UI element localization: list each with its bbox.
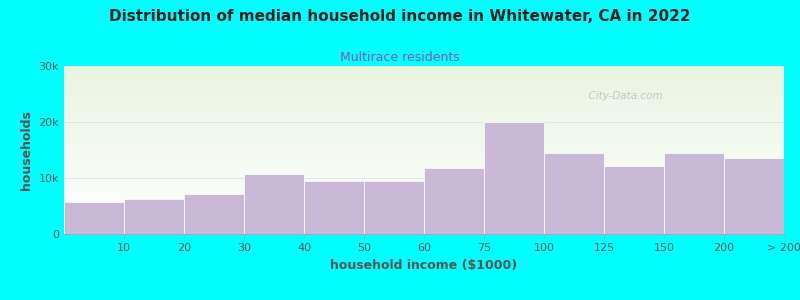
Bar — [484, 122, 544, 234]
Bar — [424, 168, 484, 234]
Bar — [124, 199, 184, 234]
X-axis label: household income ($1000): household income ($1000) — [330, 259, 518, 272]
Bar — [64, 202, 124, 234]
Bar — [604, 166, 664, 234]
Bar — [544, 153, 604, 234]
Bar — [364, 181, 424, 234]
Bar — [724, 158, 784, 234]
Text: City-Data.com: City-Data.com — [582, 91, 663, 101]
Bar — [664, 153, 724, 234]
Bar — [304, 181, 364, 234]
Bar — [244, 174, 304, 234]
Bar — [184, 194, 244, 234]
Y-axis label: households: households — [20, 110, 33, 190]
Text: Distribution of median household income in Whitewater, CA in 2022: Distribution of median household income … — [109, 9, 691, 24]
Text: Multirace residents: Multirace residents — [340, 51, 460, 64]
